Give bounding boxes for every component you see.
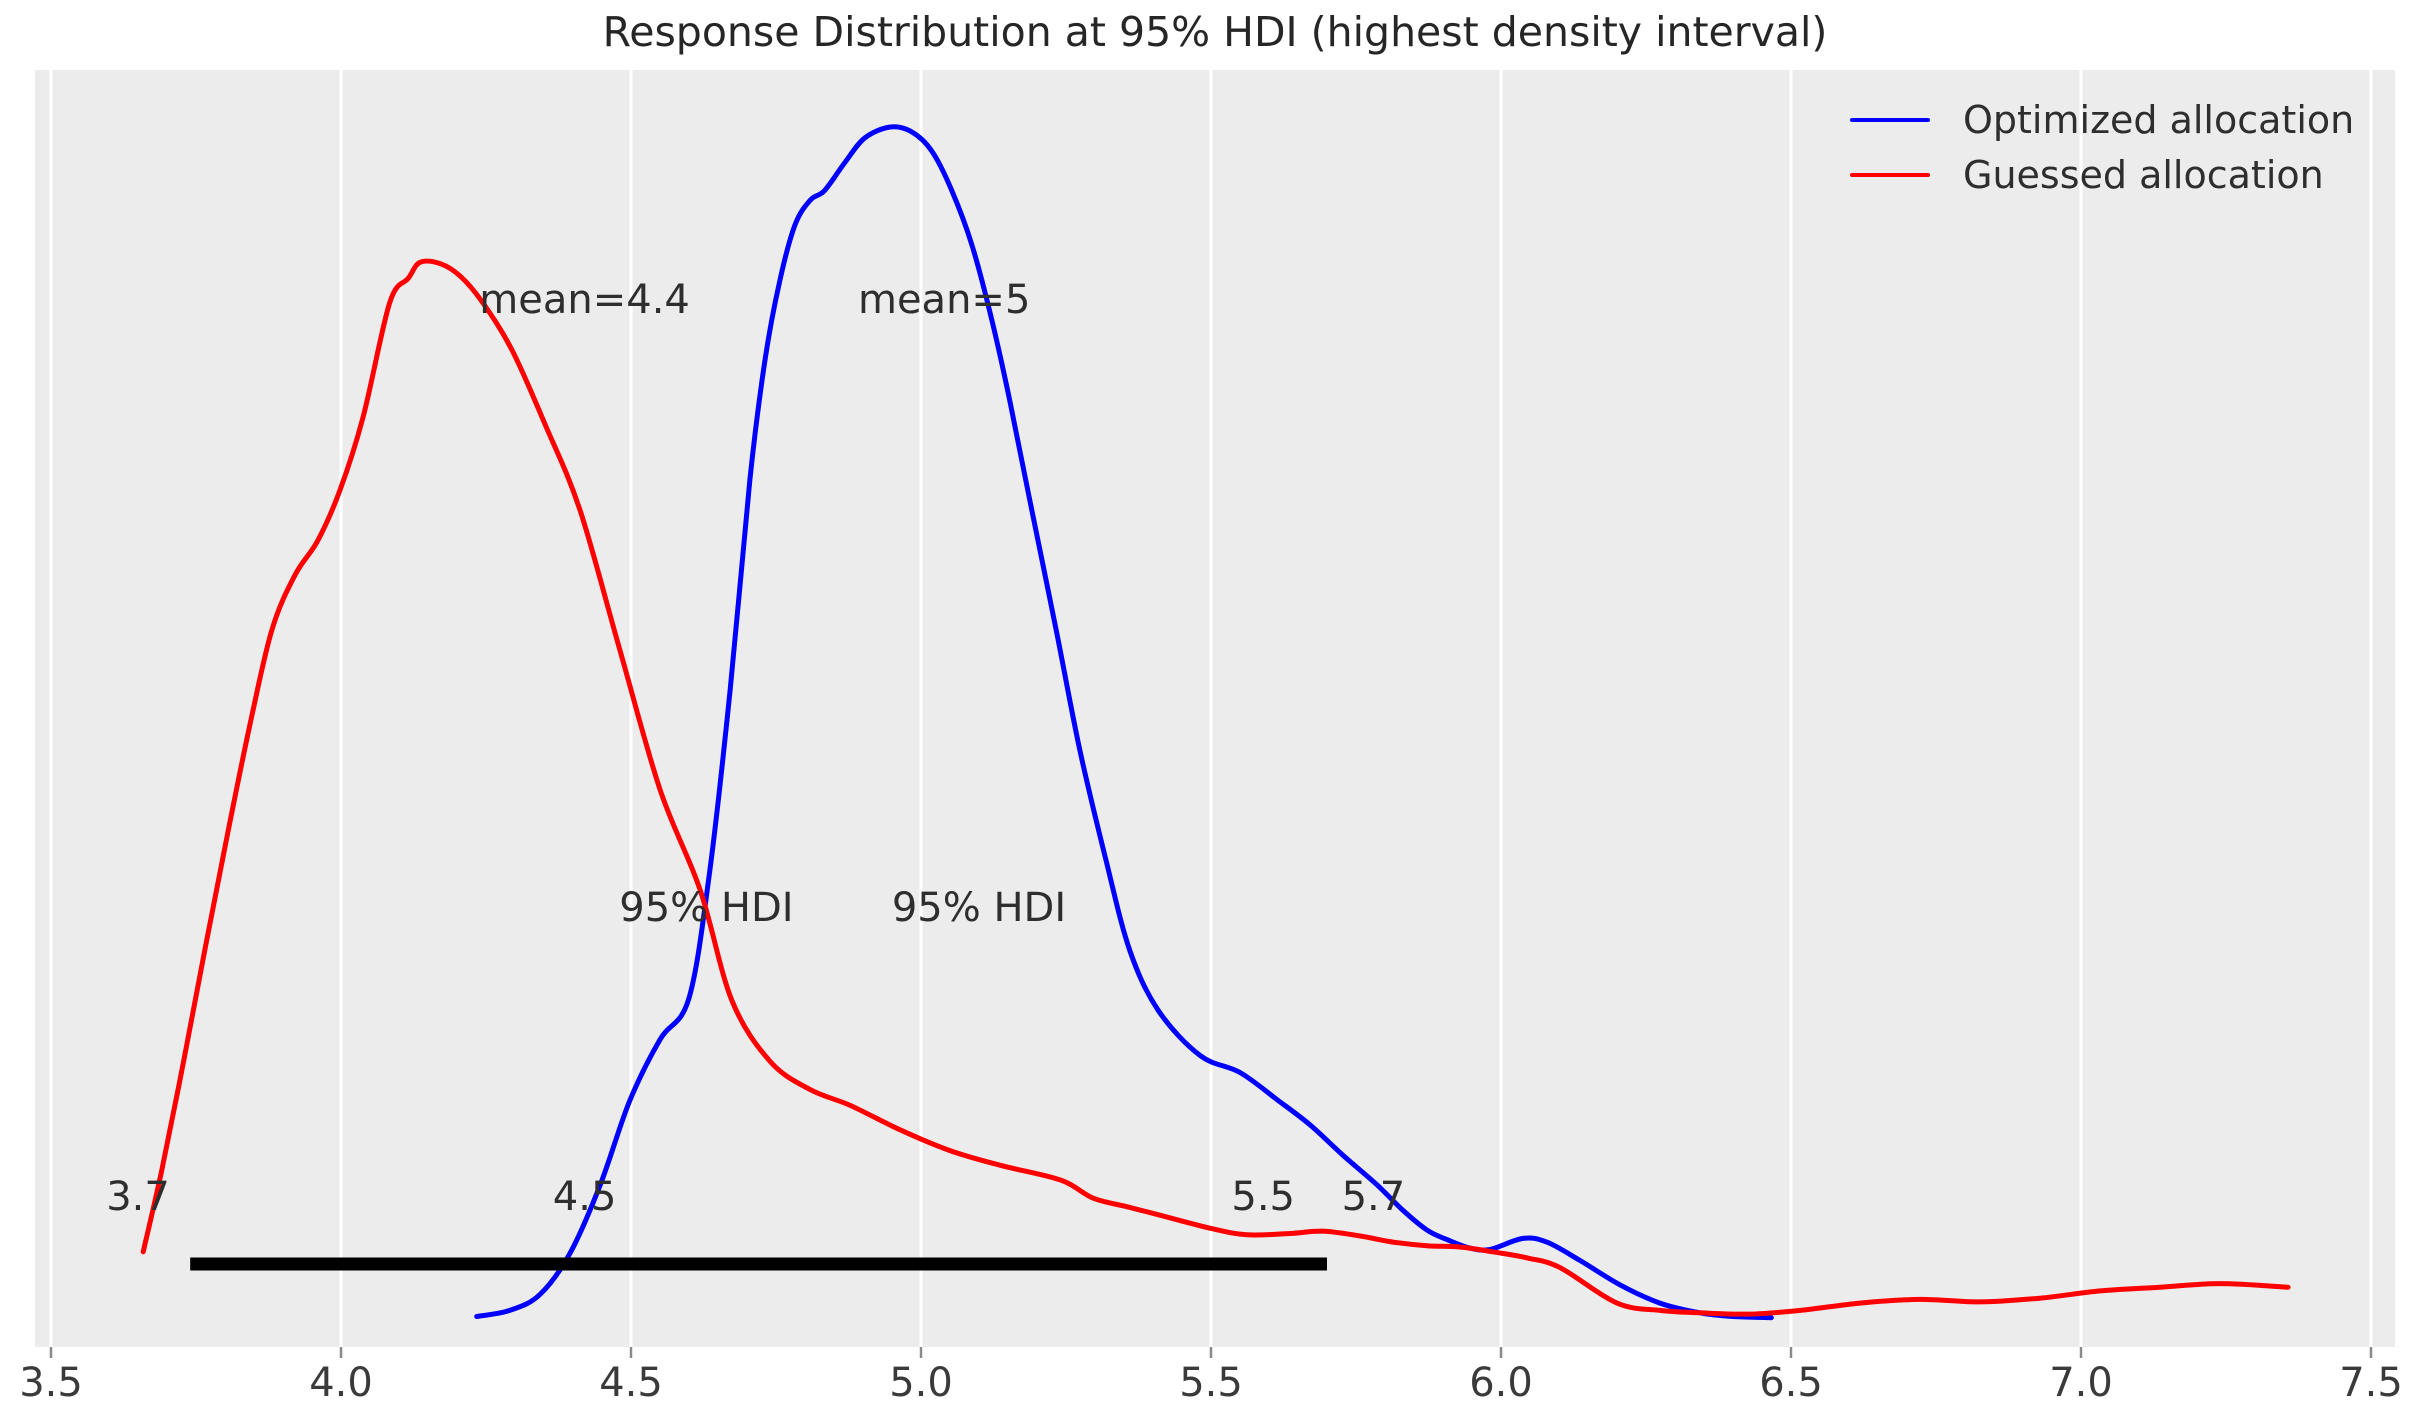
annotation-hdi-low-guessed: 3.7 — [106, 1173, 170, 1220]
annotation-hdi-high-optimized: 5.7 — [1341, 1173, 1406, 1220]
legend-label-guessed: Guessed allocation — [1963, 153, 2324, 197]
annotation-mean-optimized: mean=5 — [857, 277, 1031, 324]
legend-item-guessed: Guessed allocation — [1850, 154, 2354, 196]
legend-line-guessed-icon — [1850, 173, 1930, 177]
x-tick-label: 6.5 — [1759, 1360, 1823, 1406]
x-tick-label: 7.0 — [2049, 1360, 2113, 1406]
x-tick-label: 5.5 — [1179, 1360, 1243, 1406]
legend: Optimized allocation Guessed allocation — [1850, 99, 2354, 196]
legend-item-optimized: Optimized allocation — [1850, 99, 2354, 141]
x-tick-label: 5.0 — [889, 1360, 953, 1406]
annotation-hdi-high-guessed: 5.5 — [1231, 1173, 1295, 1220]
annotation-hdi-low-optimized: 4.5 — [552, 1173, 617, 1220]
annotation-hdi-title-optimized: 95% HDI — [891, 884, 1067, 931]
legend-line-optimized-icon — [1850, 118, 1930, 122]
x-tick-label: 4.0 — [309, 1360, 373, 1406]
annotation-mean-guessed: mean=4.4 — [479, 277, 690, 324]
chart-title: Response Distribution at 95% HDI (highes… — [602, 8, 1828, 56]
x-tick-label: 7.5 — [2339, 1360, 2403, 1406]
x-tick-label: 3.5 — [19, 1360, 83, 1406]
x-tick-label: 4.5 — [599, 1360, 663, 1406]
x-tick-label: 6.0 — [1469, 1360, 1533, 1406]
plot-area — [35, 70, 2395, 1347]
annotation-hdi-title-guessed: 95% HDI — [619, 884, 794, 931]
legend-label-optimized: Optimized allocation — [1963, 98, 2355, 142]
series-guessed-curve — [140, 258, 2291, 1317]
